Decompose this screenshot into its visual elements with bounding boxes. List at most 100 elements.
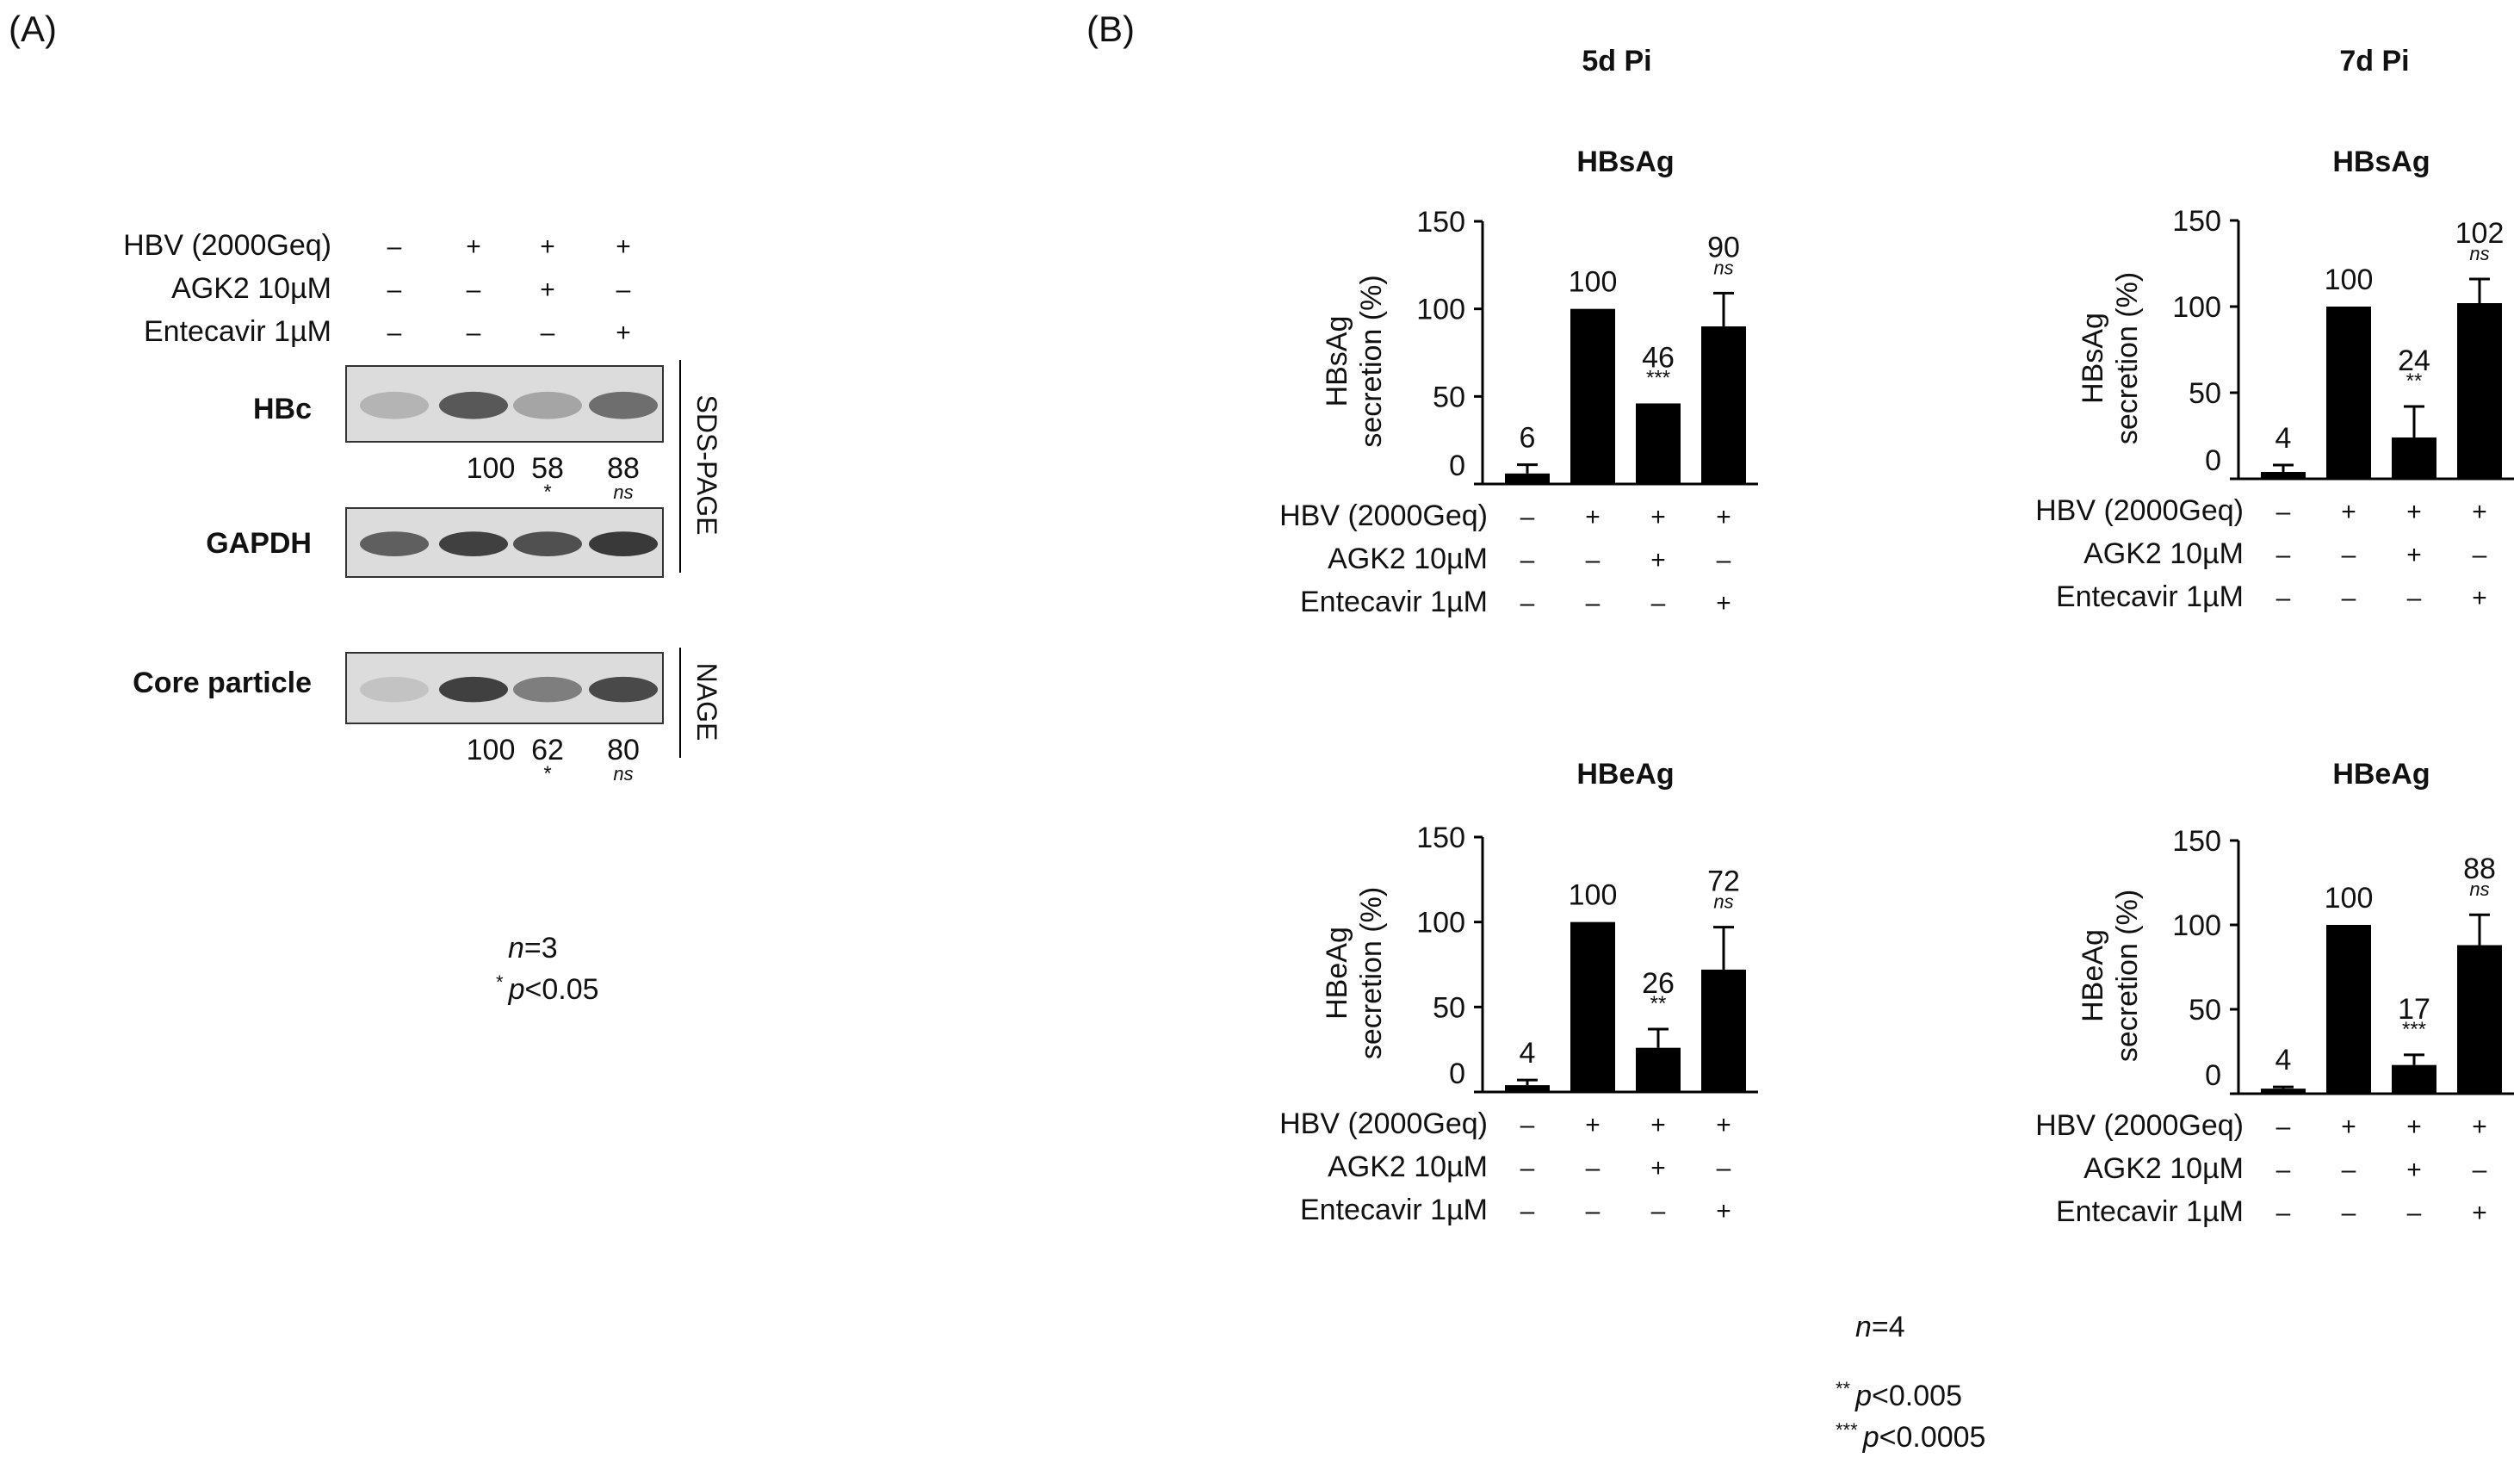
blot-label: GAPDH (206, 527, 312, 560)
blot-band (589, 391, 658, 419)
panel-b-footnote: n=4 ** p<0.005 *** p<0.0005 (1836, 1311, 1985, 1454)
bar (1636, 1047, 1681, 1092)
y-axis-label-line1: HBsAg (1321, 316, 1353, 407)
x-condition-sign: + (2472, 584, 2487, 612)
bar (2261, 472, 2306, 479)
x-condition-sign: – (1586, 589, 1601, 617)
x-condition-sign: + (1716, 503, 1731, 531)
panel-a-sign: + (466, 233, 481, 261)
stat-label: *** (1646, 366, 1670, 389)
data-label: 26 (1642, 967, 1675, 1000)
panel-b-label: (B) (1087, 9, 1135, 49)
data-label: 4 (2275, 1044, 2292, 1076)
x-condition-label: Entecavir 1µM (2056, 1195, 2244, 1228)
blot-quant: 88 (607, 452, 640, 485)
blot-band (513, 676, 582, 703)
panel-a-sign: + (616, 319, 631, 347)
sds-page-label: SDS-PAGE (691, 395, 722, 536)
blot-quant: 62 (531, 734, 564, 766)
y-tick-label: 150 (2172, 205, 2221, 238)
bar (1505, 473, 1550, 484)
y-axis-label-line2: secretion (%) (2111, 272, 2144, 444)
nage-label: NAGE (691, 663, 722, 741)
panel-a-sign: – (387, 319, 402, 347)
stat-label: ** (2406, 369, 2423, 393)
y-axis-label-line1: HBeAg (1321, 927, 1353, 1020)
y-tick-label: 150 (1416, 822, 1465, 854)
x-condition-sign: + (1585, 1111, 1601, 1139)
data-label: 102 (2455, 217, 2505, 250)
bar (2457, 303, 2502, 479)
y-tick-label: 150 (1416, 206, 1465, 239)
p-star: * (496, 971, 504, 993)
x-condition-label: Entecavir 1µM (1300, 586, 1488, 618)
x-condition-sign: – (2407, 1199, 2422, 1227)
x-condition-label: AGK2 10µM (2083, 1152, 2244, 1185)
bar (2326, 307, 2371, 479)
bar (2326, 925, 2371, 1094)
blot-quant: 80 (607, 734, 640, 766)
panel-a-condition-label: Entecavir 1µM (144, 315, 331, 348)
x-condition-sign: + (1585, 503, 1601, 531)
x-condition-sign: – (2342, 541, 2356, 569)
y-tick-label: 50 (1433, 381, 1465, 413)
blot-band (439, 531, 508, 556)
y-tick-label: 0 (2205, 1059, 2221, 1092)
x-condition-sign: – (2342, 1156, 2356, 1184)
x-condition-sign: + (1650, 1111, 1666, 1139)
panel-a-label: (A) (9, 9, 57, 49)
panel-a-sign: – (387, 233, 402, 261)
x-condition-sign: + (1650, 1154, 1666, 1182)
blot-quant: 100 (467, 734, 516, 766)
y-tick-label: 0 (1449, 450, 1465, 482)
x-condition-sign: – (1586, 1154, 1601, 1182)
chart-title: HBsAg (1576, 146, 1674, 178)
x-condition-sign: – (2276, 1156, 2291, 1184)
y-axis-label-line1: HBeAg (2077, 929, 2109, 1022)
svg-text:n=3: n=3 (508, 932, 558, 965)
bar (1570, 308, 1615, 484)
svg-text:*p<0.05: * p<0.05 (496, 971, 599, 1006)
data-label: 24 (2398, 344, 2430, 377)
bar (2261, 1089, 2306, 1094)
x-condition-sign: – (1586, 546, 1601, 574)
x-condition-label: HBV (2000Geq) (2035, 494, 2244, 527)
bar (1505, 1085, 1550, 1092)
blot-quant: 58 (531, 452, 564, 485)
blot-band (513, 531, 582, 556)
panel-a-sign: – (467, 276, 481, 304)
y-tick-label: 100 (1416, 294, 1465, 326)
x-condition-sign: – (2342, 1199, 2356, 1227)
data-label: 100 (1569, 266, 1618, 299)
x-condition-label: AGK2 10µM (1328, 1151, 1488, 1183)
y-tick-label: 100 (2172, 909, 2221, 942)
data-label: 100 (2325, 882, 2374, 915)
col-title-5d: 5d Pi (1582, 45, 1651, 78)
blot-label: Core particle (133, 667, 312, 699)
panel-a-sign: – (616, 276, 631, 304)
x-condition-sign: – (1520, 589, 1535, 617)
bar (1636, 403, 1681, 484)
n-value: =3 (524, 932, 558, 965)
x-condition-sign: – (1651, 1197, 1666, 1225)
panel-a-sign: + (616, 233, 631, 261)
data-label: 100 (1569, 879, 1618, 912)
blot-stat: * (543, 762, 551, 785)
blot-stat: ns (613, 481, 633, 503)
n-value-b: =4 (1872, 1311, 1905, 1343)
x-condition-sign: – (1717, 1154, 1731, 1182)
chart-title: HBsAg (2332, 146, 2430, 178)
x-condition-sign: + (2472, 498, 2487, 526)
y-axis-label-line1: HBsAg (2077, 313, 2109, 404)
x-condition-sign: – (2276, 1113, 2291, 1141)
x-condition-label: Entecavir 1µM (1300, 1194, 1488, 1226)
blot-band (439, 676, 508, 703)
x-condition-sign: – (2473, 1156, 2487, 1184)
svg-text:n=4: n=4 (1855, 1311, 1905, 1343)
blot-band (513, 391, 582, 419)
x-condition-label: AGK2 10µM (2083, 537, 2244, 570)
